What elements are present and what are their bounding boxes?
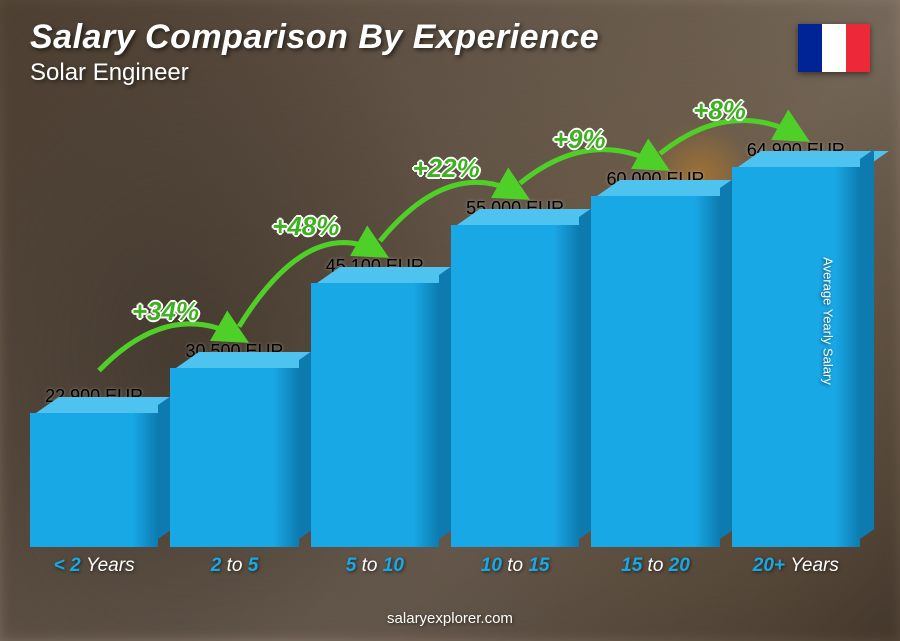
bar-group: 55,000 EUR 10 to 15: [451, 198, 579, 547]
bar: [451, 225, 579, 547]
bar-front-face: [451, 225, 579, 547]
bar-group: 64,900 EUR 20+ Years: [732, 140, 860, 547]
chart-title: Salary Comparison By Experience: [30, 18, 599, 57]
bar: [591, 196, 719, 547]
flag-stripe-red: [846, 24, 870, 72]
category-label: 20+ Years: [706, 555, 886, 577]
bar-front-face: [170, 368, 298, 547]
chart-subtitle: Solar Engineer: [30, 59, 599, 87]
flag-stripe-white: [822, 24, 846, 72]
bar-front-face: [311, 283, 439, 547]
bar-front-face: [30, 413, 158, 547]
growth-percent-label: +34%: [132, 296, 199, 327]
bar-side-face: [860, 149, 874, 539]
bar: [732, 167, 860, 547]
bar-group: 22,900 EUR < 2 Years: [30, 386, 158, 547]
bar: [30, 413, 158, 547]
bar-group: 60,000 EUR 15 to 20: [591, 169, 719, 547]
y-axis-label: Average Yearly Salary: [821, 257, 836, 385]
footer-attribution: salaryexplorer.com: [0, 610, 900, 627]
growth-percent-label: +8%: [693, 95, 746, 126]
growth-percent-label: +9%: [553, 124, 606, 155]
france-flag-icon: [798, 24, 870, 72]
growth-percent-label: +48%: [272, 211, 339, 242]
growth-percent-label: +22%: [412, 153, 479, 184]
header: Salary Comparison By Experience Solar En…: [30, 18, 599, 87]
bar-group: 30,500 EUR 2 to 5: [170, 341, 298, 547]
bar-group: 45,100 EUR 5 to 10: [311, 256, 439, 547]
bar-front-face: [591, 196, 719, 547]
bar: [311, 283, 439, 547]
flag-stripe-blue: [798, 24, 822, 72]
bar: [170, 368, 298, 547]
bar-front-face: [732, 167, 860, 547]
bar-chart: 22,900 EUR < 2 Years 30,500 EUR 2 to 5 4…: [30, 77, 860, 577]
